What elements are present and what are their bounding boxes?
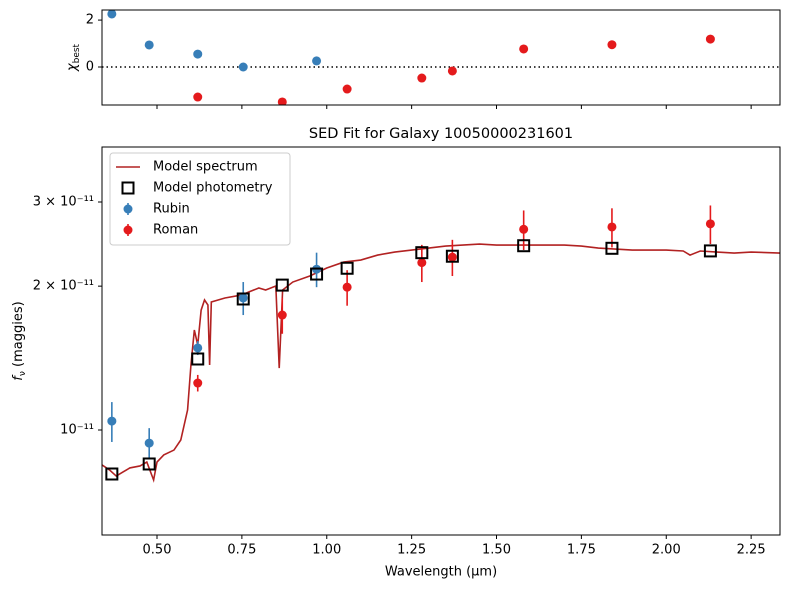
model-square [703,244,717,258]
x-axis-label: Wavelength (μm) [385,565,497,580]
y-tick-label: 2 [86,13,94,28]
axes-frame [101,146,781,536]
y-tick-label: 0 [86,60,94,75]
model-square [415,246,429,260]
legend-swatch [123,204,133,214]
y-tick-label: 3 × 10⁻¹¹ [33,194,94,209]
legend-swatch [123,225,133,235]
x-tick-label: 1.75 [567,543,596,558]
chi-point [417,73,427,83]
y-tick-label: 2 × 10⁻¹¹ [33,279,94,294]
model-square [445,249,459,263]
model-square [236,292,250,306]
legend-label: Model photometry [153,181,273,196]
legend-label: Model spectrum [153,160,258,175]
y-label-sub: ν [18,371,28,376]
legend-swatch [121,181,135,195]
legend-label: Roman [153,223,198,238]
photometry-point [144,438,154,448]
model-square [517,239,531,253]
y-axis-label: fν (maggies) [11,301,28,380]
model-square [605,241,619,255]
photometry-point [607,222,617,232]
y-tick-label: 10⁻¹¹ [60,423,94,438]
photometry-point [277,310,287,320]
model-spectrum [102,243,780,483]
x-tick-label: 2.00 [652,543,681,558]
chi-point [312,56,322,66]
photometry-point [519,224,529,234]
axes-frame [101,9,781,106]
chi-point [144,40,154,50]
x-tick-label: 1.00 [312,543,341,558]
photometry-point [193,343,203,353]
legend-label: Rubin [153,202,190,217]
legend-box [109,152,291,246]
chi-point [342,84,352,94]
model-square [275,278,289,292]
model-square [191,352,205,366]
model-square [340,261,354,275]
photometry-point [417,258,427,268]
x-tick-label: 0.75 [227,543,256,558]
plot-area [102,205,780,483]
photometry-point [193,378,203,388]
y-label-unit: (maggies) [11,301,26,371]
photometry-point [447,252,457,262]
x-tick-label: 0.50 [143,543,172,558]
chart-title: SED Fit for Galaxy 10050000231601 [309,126,573,142]
y-axis-label: χbest [65,43,82,72]
x-tick-label: 1.25 [397,543,426,558]
chi-point [107,10,117,19]
x-tick-label: 2.25 [737,543,766,558]
photometry-point [705,219,715,229]
y-label-sub: best [72,43,82,63]
chi-point [193,49,203,59]
photometry-point [238,293,248,303]
chi-point [193,92,203,102]
chi-point [277,97,287,105]
chi-point [238,62,248,72]
chi-point [607,40,617,50]
chi-point [447,66,457,76]
chi-point [519,44,529,54]
model-square [142,457,156,471]
model-square [105,467,119,481]
model-square [310,267,324,281]
plot-area [102,10,780,105]
photometry-point [342,282,352,292]
legend: Model spectrum Model photometry Rubin Roman [109,152,291,246]
x-tick-label: 1.50 [482,543,511,558]
y-label-main: f [11,374,26,381]
photometry-point [107,416,117,426]
chi-point [705,34,715,44]
y-label-main: χ [65,62,80,72]
